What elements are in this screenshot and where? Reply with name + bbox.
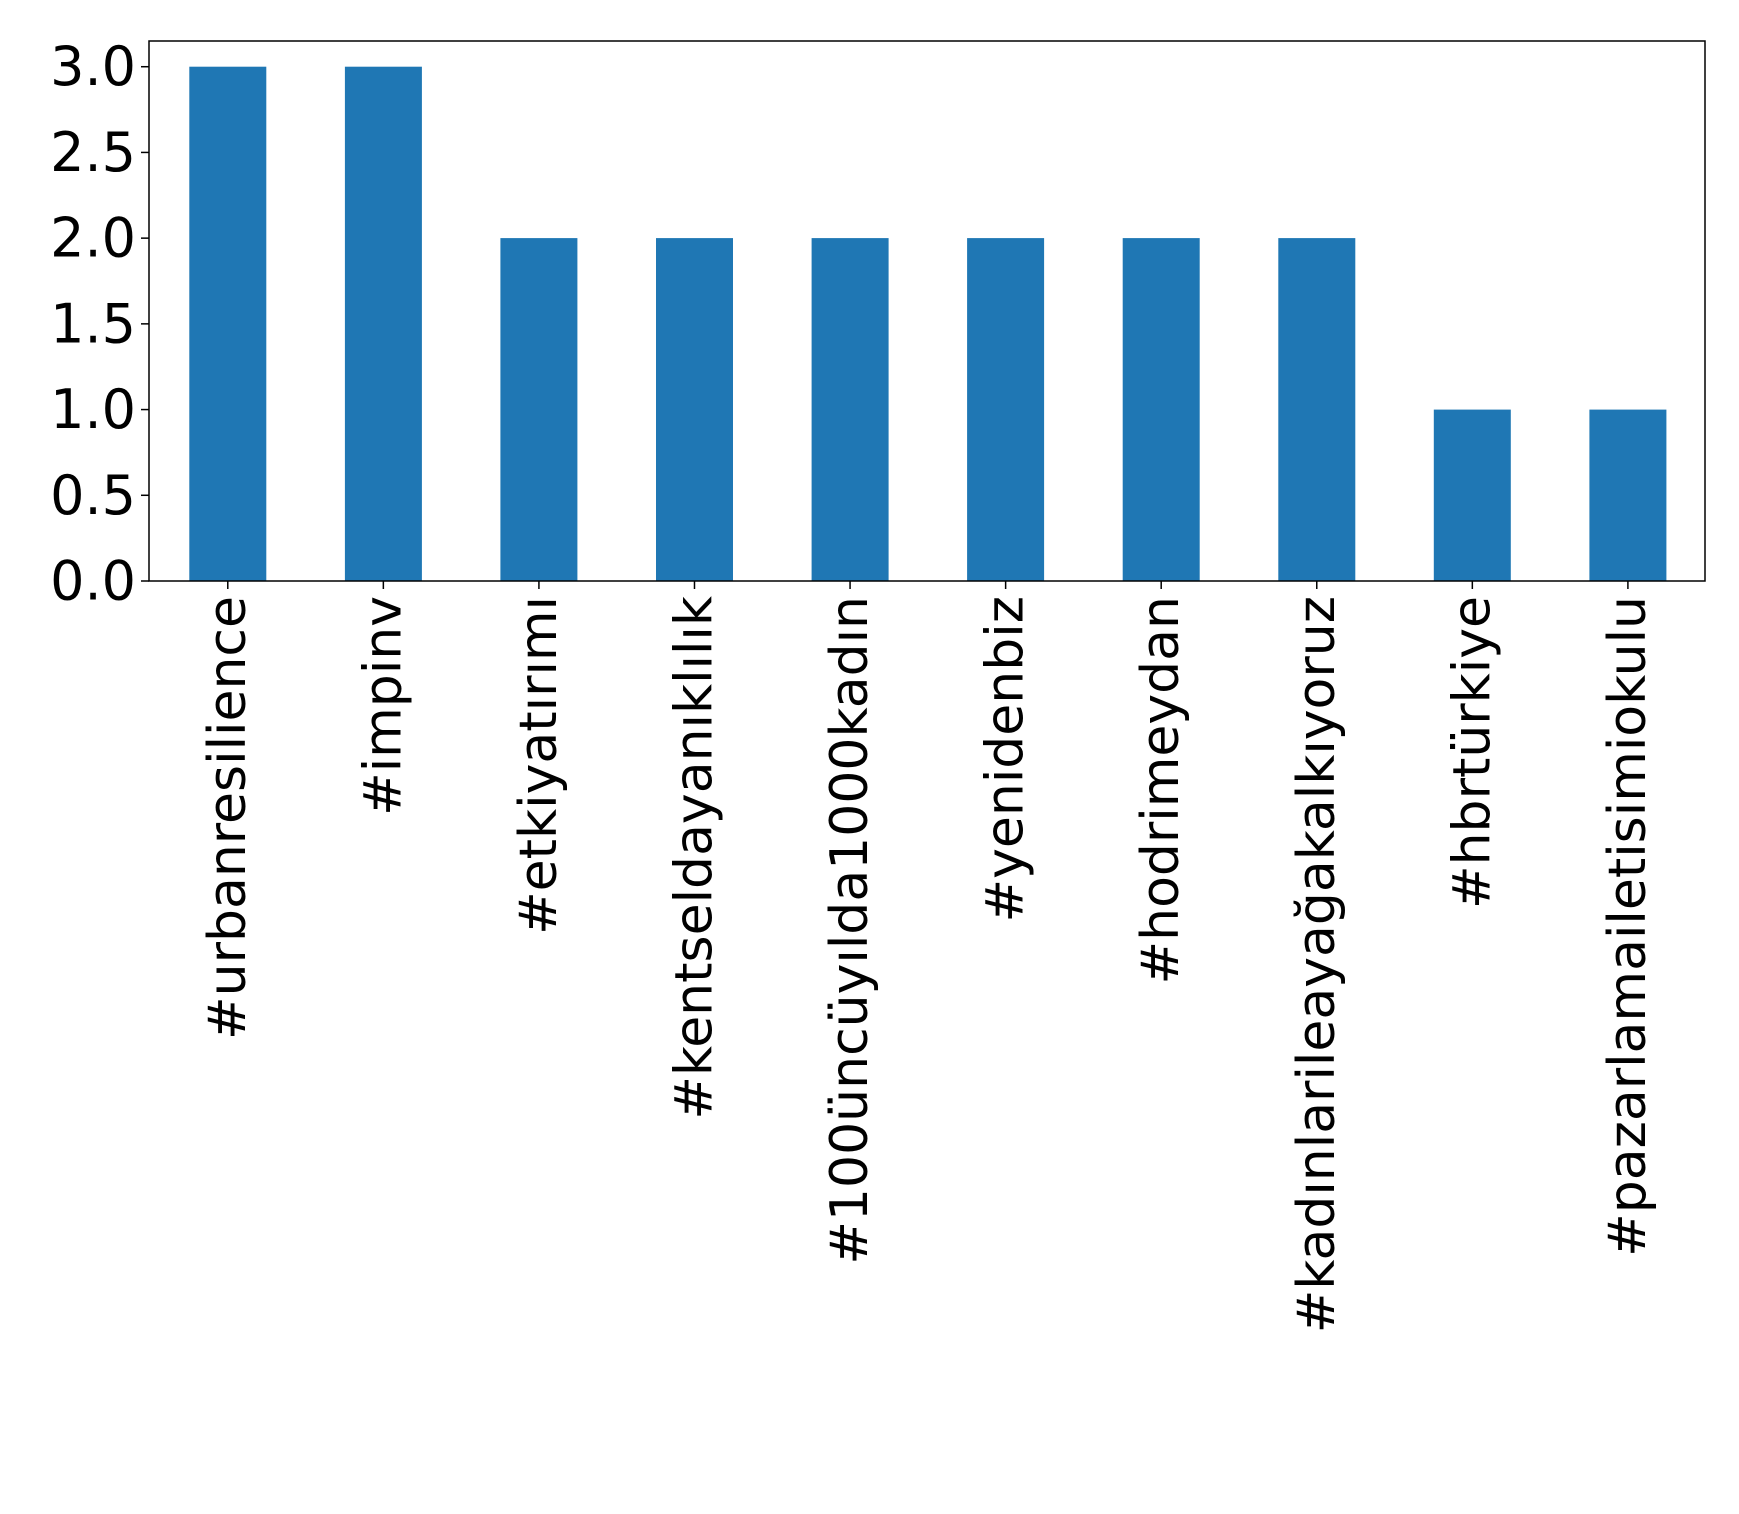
- y-tick-label: 1.0: [50, 378, 136, 441]
- y-tick-label: 0.5: [50, 464, 136, 527]
- bars-group: [189, 66, 1667, 581]
- y-tick-label: 2.5: [50, 121, 136, 184]
- x-tick-label: #impinv: [353, 596, 413, 816]
- bar: [500, 238, 578, 581]
- y-axis: 0.0 0.5 1.0 1.5 2.0 2.5 3.0: [50, 35, 149, 613]
- x-tick-label: #hodrimeydan: [1131, 596, 1191, 984]
- y-tick-label: 3.0: [50, 35, 136, 98]
- x-tick-label: #urbanresilience: [198, 596, 258, 1040]
- y-tick-label: 0.0: [50, 550, 136, 613]
- x-axis: #urbanresilience #impinv #etkiyatırımı #ken…: [198, 581, 1658, 1333]
- bar: [811, 238, 889, 581]
- bar: [967, 238, 1045, 581]
- x-tick-label: #100üncüyılda1000kadın: [820, 596, 880, 1265]
- x-tick-label: #kentseldayanıklılık: [665, 596, 725, 1120]
- x-tick-label: #hbrtürkiye: [1442, 596, 1502, 909]
- x-tick-label: #etkiyatırımı: [509, 596, 569, 935]
- x-tick-label: #yenidenbiz: [976, 596, 1036, 922]
- bar: [656, 238, 733, 581]
- x-tick-label: #pazarlamailetisimiokulu: [1598, 596, 1658, 1257]
- bar: [1278, 238, 1356, 581]
- bar: [189, 66, 267, 581]
- bar: [1433, 409, 1511, 581]
- plot-area-frame: [148, 40, 1706, 582]
- y-tick-label: 2.0: [50, 207, 136, 270]
- bar: [1122, 238, 1200, 581]
- y-tick-label: 1.5: [50, 292, 136, 355]
- bar: [344, 66, 422, 581]
- bar: [1589, 409, 1667, 581]
- x-tick-label: #kadınlarileayağakalkıyoruz: [1287, 596, 1347, 1333]
